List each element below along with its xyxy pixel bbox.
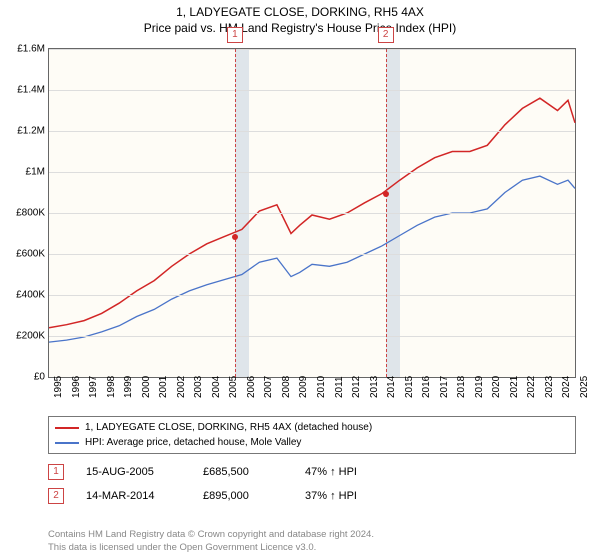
- x-axis-label: 2021: [509, 376, 520, 398]
- sale-marker: 1: [227, 27, 243, 43]
- y-axis-label: £1.2M: [5, 126, 45, 137]
- x-axis-label: 2012: [351, 376, 362, 398]
- x-axis-label: 2010: [316, 376, 327, 398]
- x-axis-label: 2017: [439, 376, 450, 398]
- sale-row: 2 14-MAR-2014 £895,000 37% ↑ HPI: [48, 484, 576, 508]
- sale-price: £895,000: [203, 490, 283, 502]
- x-axis-label: 2000: [141, 376, 152, 398]
- sales-table: 1 15-AUG-2005 £685,500 47% ↑ HPI 2 14-MA…: [48, 460, 576, 508]
- title-line-1: 1, LADYEGATE CLOSE, DORKING, RH5 4AX: [0, 4, 600, 20]
- sale-pct: 47% ↑ HPI: [305, 466, 405, 478]
- legend-swatch: [55, 442, 79, 444]
- x-axis-label: 2018: [456, 376, 467, 398]
- sale-point: [383, 191, 389, 197]
- footer-line-1: Contains HM Land Registry data © Crown c…: [48, 529, 576, 541]
- x-axis-label: 2004: [211, 376, 222, 398]
- legend-item: 1, LADYEGATE CLOSE, DORKING, RH5 4AX (de…: [55, 420, 569, 435]
- y-axis-label: £200K: [5, 331, 45, 342]
- x-axis-label: 2023: [544, 376, 555, 398]
- legend-label: 1, LADYEGATE CLOSE, DORKING, RH5 4AX (de…: [85, 420, 372, 435]
- x-axis-label: 2003: [193, 376, 204, 398]
- x-axis-label: 2014: [386, 376, 397, 398]
- x-axis-label: 2008: [281, 376, 292, 398]
- x-axis-label: 2001: [158, 376, 169, 398]
- attribution-footer: Contains HM Land Registry data © Crown c…: [48, 529, 576, 554]
- x-axis-label: 2016: [421, 376, 432, 398]
- x-axis-label: 2009: [298, 376, 309, 398]
- x-axis-label: 1998: [106, 376, 117, 398]
- sale-marker-box: 2: [48, 488, 64, 504]
- sale-pct: 37% ↑ HPI: [305, 490, 405, 502]
- chart-container: 1, LADYEGATE CLOSE, DORKING, RH5 4AX Pri…: [0, 0, 600, 560]
- x-axis-label: 1995: [53, 376, 64, 398]
- x-axis-label: 2020: [491, 376, 502, 398]
- y-axis-label: £400K: [5, 290, 45, 301]
- x-axis-label: 2024: [561, 376, 572, 398]
- sale-row: 1 15-AUG-2005 £685,500 47% ↑ HPI: [48, 460, 576, 484]
- chart-title: 1, LADYEGATE CLOSE, DORKING, RH5 4AX Pri…: [0, 0, 600, 36]
- x-axis-label: 2022: [526, 376, 537, 398]
- sale-marker: 2: [378, 27, 394, 43]
- y-axis-label: £1.6M: [5, 44, 45, 55]
- x-axis-label: 2015: [404, 376, 415, 398]
- title-line-2: Price paid vs. HM Land Registry's House …: [0, 20, 600, 36]
- sale-date: 15-AUG-2005: [86, 466, 181, 478]
- legend-item: HPI: Average price, detached house, Mole…: [55, 435, 569, 450]
- x-axis-label: 1996: [71, 376, 82, 398]
- y-axis-label: £0: [5, 372, 45, 383]
- x-axis-label: 2002: [176, 376, 187, 398]
- x-axis-label: 2007: [263, 376, 274, 398]
- y-axis-label: £1M: [5, 167, 45, 178]
- legend-label: HPI: Average price, detached house, Mole…: [85, 435, 301, 450]
- x-axis-label: 2019: [474, 376, 485, 398]
- legend-swatch: [55, 427, 79, 429]
- footer-line-2: This data is licensed under the Open Gov…: [48, 542, 576, 554]
- y-axis-label: £800K: [5, 208, 45, 219]
- x-axis-label: 2013: [369, 376, 380, 398]
- x-axis-label: 2011: [334, 376, 345, 398]
- y-axis-label: £600K: [5, 249, 45, 260]
- data-series-line: [49, 176, 575, 342]
- sale-price: £685,500: [203, 466, 283, 478]
- legend: 1, LADYEGATE CLOSE, DORKING, RH5 4AX (de…: [48, 416, 576, 454]
- sale-point: [232, 234, 238, 240]
- x-axis-label: 1999: [123, 376, 134, 398]
- y-axis-label: £1.4M: [5, 85, 45, 96]
- x-axis-label: 1997: [88, 376, 99, 398]
- plot-area: £0£200K£400K£600K£800K£1M£1.2M£1.4M£1.6M…: [48, 48, 576, 378]
- sale-date: 14-MAR-2014: [86, 490, 181, 502]
- x-axis-label: 2025: [579, 376, 590, 398]
- x-axis-label: 2005: [228, 376, 239, 398]
- sale-marker-box: 1: [48, 464, 64, 480]
- x-axis-label: 2006: [246, 376, 257, 398]
